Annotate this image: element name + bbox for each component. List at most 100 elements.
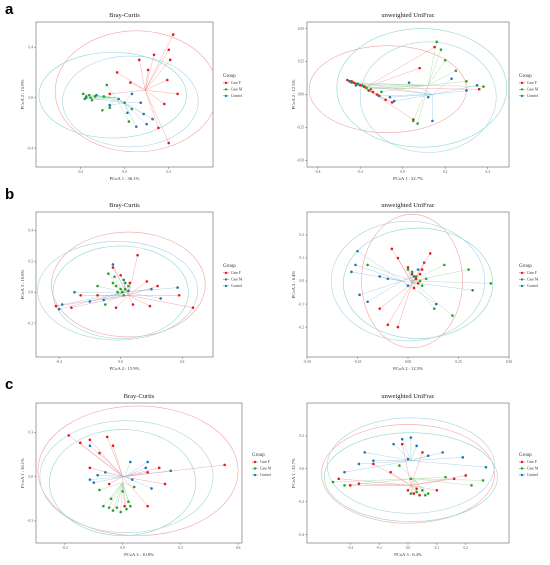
point-case-m bbox=[127, 120, 131, 123]
spider-line-case-f bbox=[373, 463, 411, 486]
legend-key-point bbox=[520, 278, 524, 281]
y-tick-label: 0.2 bbox=[300, 233, 305, 237]
spider-line-case-m bbox=[417, 85, 429, 124]
x-tick-label: -0.50 bbox=[303, 360, 311, 364]
legend-key-point bbox=[520, 284, 524, 288]
spider-line-case-m bbox=[92, 97, 116, 101]
point-control bbox=[142, 112, 145, 116]
point-case-f bbox=[78, 441, 82, 445]
point-case-m bbox=[365, 86, 368, 90]
point-control bbox=[407, 81, 411, 84]
spider-line-case-m bbox=[97, 285, 124, 293]
legend-key-point bbox=[520, 467, 524, 470]
x-tick-label: 0.0 bbox=[406, 546, 411, 550]
point-case-m bbox=[366, 263, 369, 267]
x-tick-label: 0.25 bbox=[455, 360, 461, 364]
spider-line-case-f bbox=[99, 452, 123, 477]
y-tick-label: -0.4 bbox=[298, 533, 304, 537]
spider-line-control bbox=[432, 78, 452, 95]
spider-line-case-f bbox=[145, 79, 168, 91]
ellipse-case-f bbox=[361, 214, 463, 349]
plot-area bbox=[330, 214, 494, 349]
point-case-m bbox=[424, 493, 427, 497]
spider-line-case-m bbox=[351, 82, 429, 86]
chart-title: Bray-Curtis bbox=[109, 12, 140, 19]
chart-title: unweighted UniFrac bbox=[381, 393, 434, 400]
legend-entry-case-f: Case F bbox=[527, 460, 537, 464]
spider-line-control bbox=[410, 452, 443, 461]
spider-line-case-f bbox=[358, 483, 411, 486]
point-case-m bbox=[443, 263, 446, 267]
point-case-m bbox=[414, 275, 418, 278]
spider-line-case-f bbox=[387, 283, 413, 325]
point-case-f bbox=[348, 484, 352, 487]
point-case-m bbox=[415, 490, 418, 494]
point-case-f bbox=[88, 438, 92, 442]
legend: Group Case F Case M Control bbox=[519, 264, 539, 288]
point-case-m bbox=[111, 509, 115, 512]
spider-line-case-m bbox=[114, 276, 124, 293]
point-case-m bbox=[410, 270, 414, 274]
point-case-f bbox=[165, 78, 169, 82]
point-case-m bbox=[398, 464, 401, 467]
point-case-f bbox=[146, 504, 149, 508]
point-case-m bbox=[111, 281, 115, 285]
point-case-f bbox=[171, 33, 175, 36]
plot-frame bbox=[35, 402, 243, 544]
point-case-m bbox=[81, 92, 85, 96]
point-case-f bbox=[156, 284, 159, 288]
point-case-m bbox=[130, 107, 134, 111]
spider-line-control bbox=[358, 460, 411, 465]
spider-line-case-f bbox=[130, 82, 146, 91]
point-case-f bbox=[177, 293, 181, 297]
point-control bbox=[434, 302, 438, 306]
point-case-f bbox=[146, 470, 149, 474]
spider-line-case-f bbox=[112, 445, 123, 477]
spider-line-case-f bbox=[145, 89, 178, 95]
spider-line-control bbox=[124, 102, 147, 125]
spider-line-case-f bbox=[71, 295, 129, 308]
spider-line-case-m bbox=[428, 41, 437, 86]
spider-line-control bbox=[410, 460, 486, 468]
point-case-m bbox=[102, 95, 106, 98]
point-case-m bbox=[115, 506, 119, 509]
point-case-m bbox=[356, 82, 360, 86]
spider-line-case-m bbox=[112, 482, 123, 511]
point-case-f bbox=[420, 268, 424, 271]
spider-line-case-f bbox=[122, 467, 160, 477]
chart-title: Bray-Curtis bbox=[124, 393, 155, 400]
spider-line-control bbox=[402, 439, 412, 461]
spider-line-case-m bbox=[411, 264, 445, 282]
legend: Group Case F Case M Control bbox=[519, 453, 539, 477]
point-control bbox=[431, 119, 434, 123]
legend-key-point bbox=[520, 460, 524, 464]
point-control bbox=[176, 286, 179, 289]
chart-title: Bray-Curtis bbox=[109, 202, 140, 209]
point-case-f bbox=[396, 256, 400, 260]
spider-line-control bbox=[124, 461, 148, 477]
point-control bbox=[484, 465, 488, 469]
legend-key-point bbox=[253, 473, 257, 477]
spider-line-case-f bbox=[364, 46, 435, 89]
point-case-m bbox=[420, 284, 424, 287]
point-control bbox=[416, 268, 420, 271]
point-case-m bbox=[108, 106, 112, 110]
point-case-f bbox=[67, 434, 71, 437]
point-control bbox=[73, 290, 76, 294]
point-control bbox=[471, 288, 474, 292]
legend-entry-case-m: Case M bbox=[231, 88, 243, 92]
y-tick-label: 0.00 bbox=[298, 93, 304, 97]
point-control bbox=[412, 275, 416, 278]
ellipse-case-f bbox=[51, 231, 206, 338]
spider-line-case-f bbox=[128, 281, 147, 296]
point-case-f bbox=[384, 98, 387, 102]
x-tick-label: 0.3 bbox=[167, 170, 172, 174]
point-case-f bbox=[372, 462, 375, 466]
spider-line-control bbox=[401, 276, 415, 282]
point-control bbox=[388, 95, 392, 99]
point-case-m bbox=[421, 488, 424, 492]
spider-line-control bbox=[349, 81, 433, 95]
point-case-f bbox=[96, 293, 99, 297]
spider-line-control bbox=[364, 452, 411, 461]
point-control bbox=[386, 277, 390, 281]
